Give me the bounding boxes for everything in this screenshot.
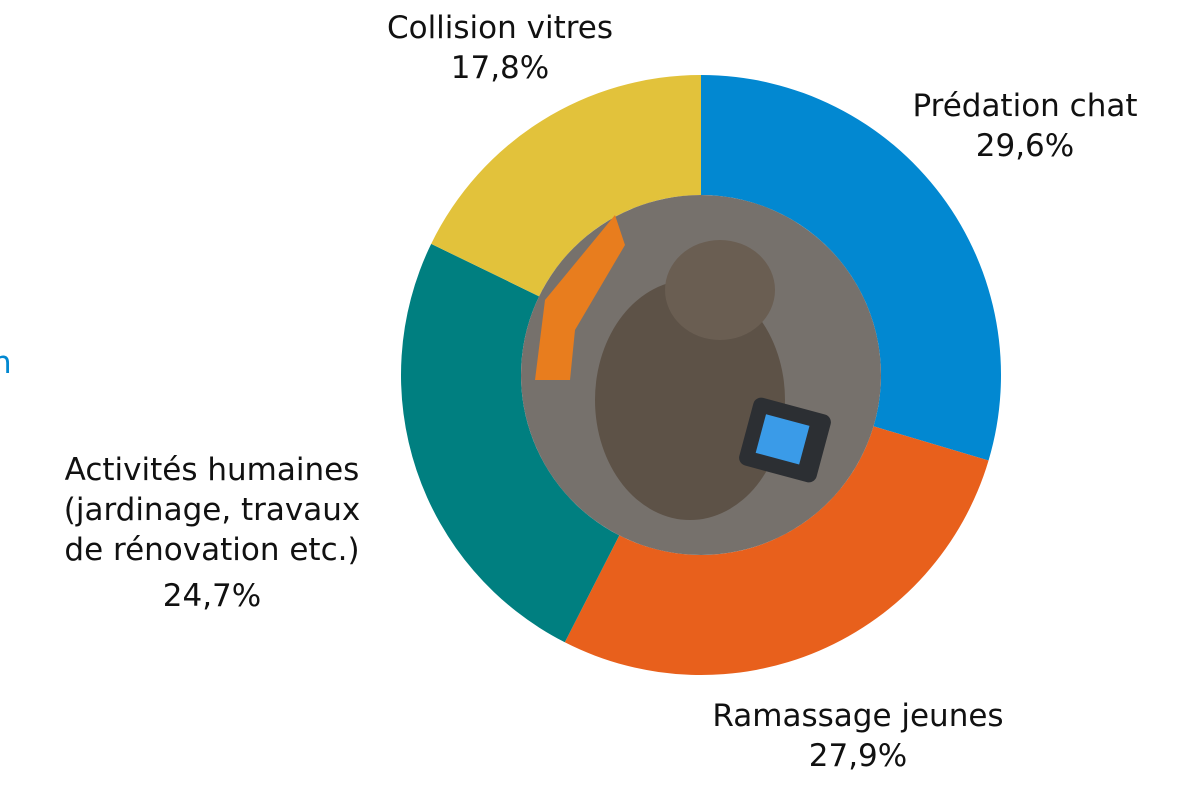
cropped-text: n xyxy=(0,345,12,381)
category-name: Collision vitres xyxy=(386,10,614,46)
center-photo xyxy=(521,195,881,555)
slice-label: Prédation chat 29,6% xyxy=(912,86,1137,166)
donut-slice xyxy=(564,426,989,675)
donut-slice xyxy=(701,75,1001,461)
value-label: 17,8% xyxy=(450,50,550,86)
value-label: 29,6% xyxy=(975,128,1075,164)
slice-label: Ramassage jeunes 27,9% xyxy=(712,696,1003,776)
value-label: 27,9% xyxy=(808,738,908,774)
slices xyxy=(401,75,1001,675)
slice-label: Collision vitres 17,8% xyxy=(387,8,613,88)
donut-slice xyxy=(431,75,701,297)
donut-slice xyxy=(401,243,620,643)
category-name: Activités humaines (jardinage, travaux d… xyxy=(63,452,361,568)
value-label: 24,7% xyxy=(162,578,262,614)
category-name: Prédation chat xyxy=(912,88,1138,124)
category-name: Ramassage jeunes xyxy=(712,698,1004,734)
slice-label: Activités humaines (jardinage, travaux d… xyxy=(62,450,362,616)
